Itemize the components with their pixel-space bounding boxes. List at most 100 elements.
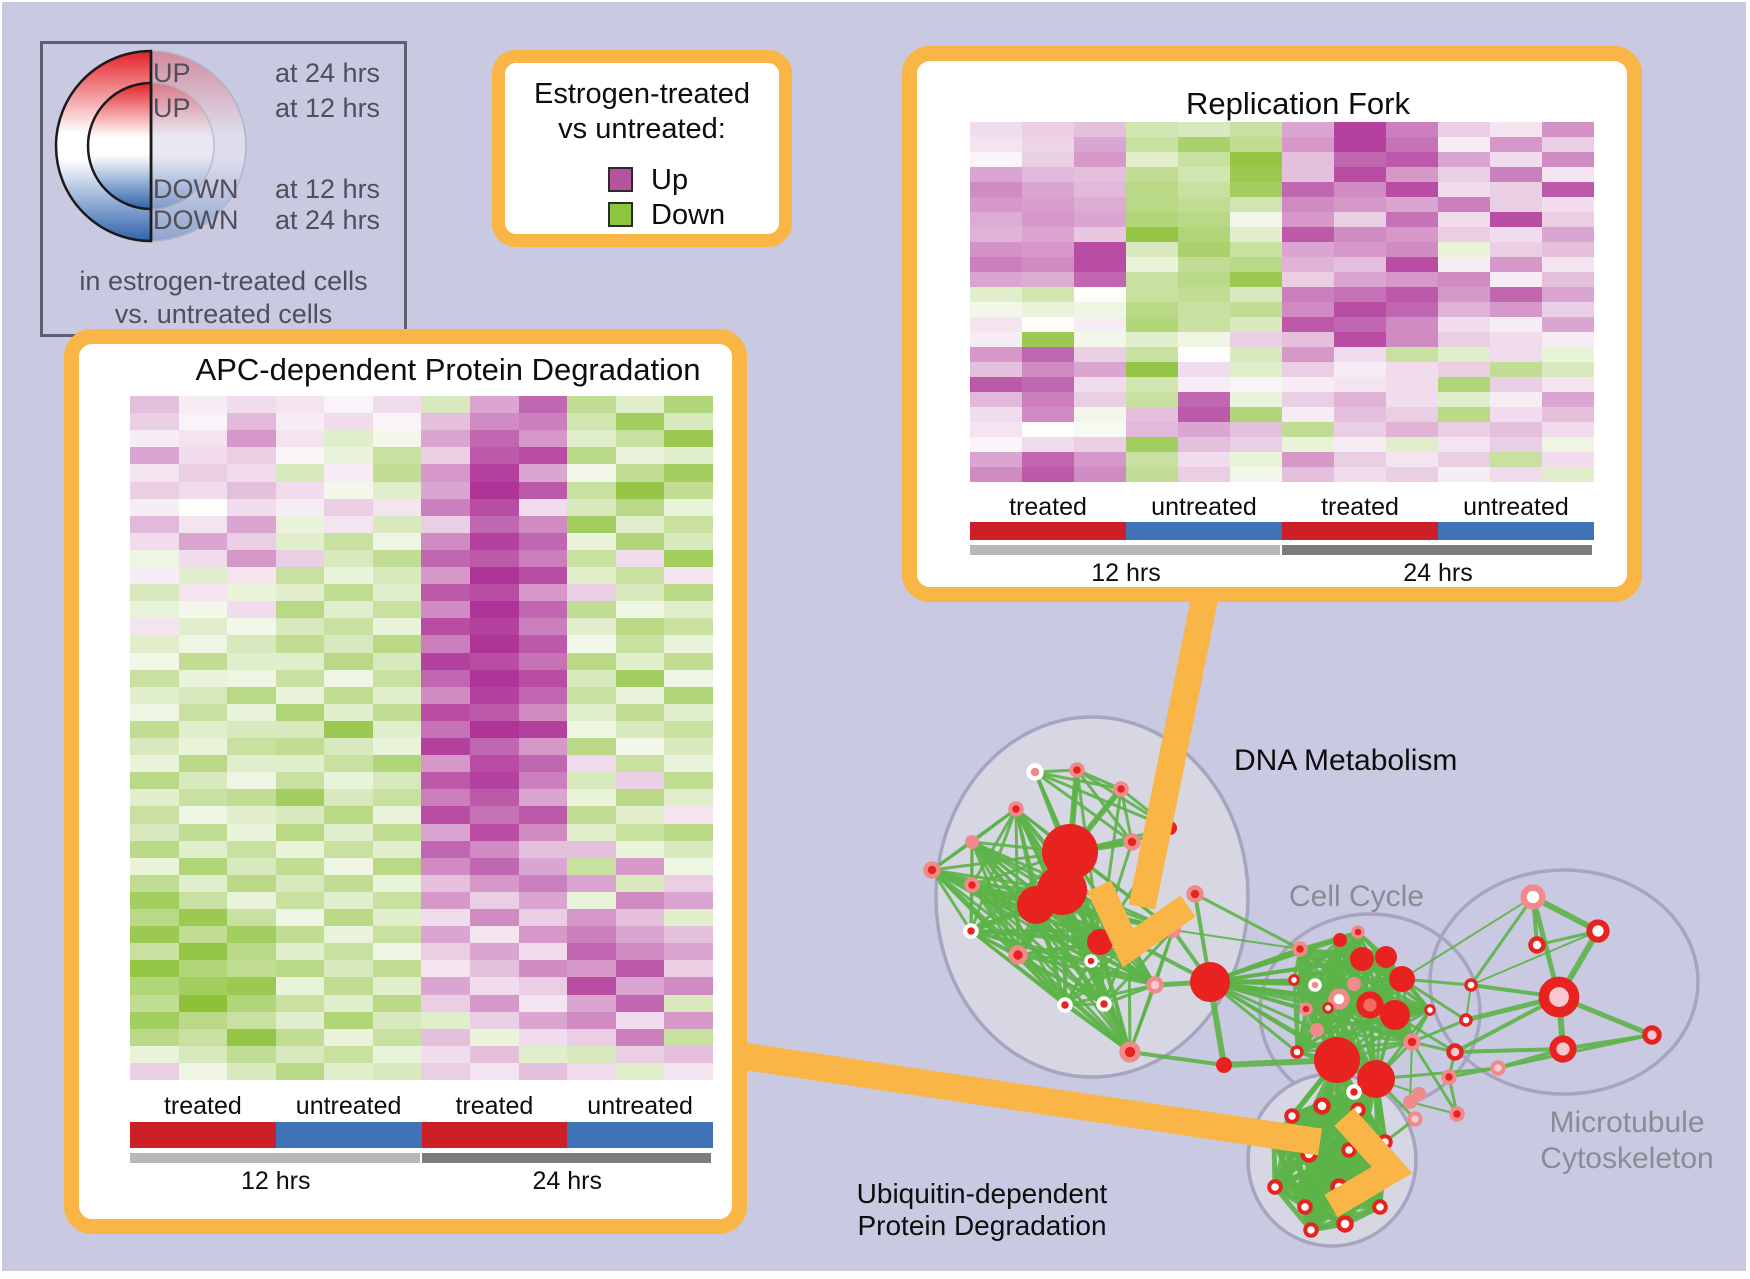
arrow-rf-to-dna-shaft bbox=[1128, 559, 1226, 910]
heatmap-cell bbox=[275, 447, 325, 465]
network-edge bbox=[1064, 1003, 1131, 1054]
heatmap-cell bbox=[1438, 257, 1490, 272]
heatmap-cell bbox=[470, 738, 519, 756]
heatmap-cell bbox=[567, 413, 616, 431]
heatmap-cell bbox=[970, 437, 1022, 452]
heatmap-cell bbox=[1230, 347, 1282, 362]
heatmap-cell bbox=[518, 481, 568, 499]
heatmap-cell bbox=[470, 1062, 519, 1080]
heatmap-cell bbox=[615, 515, 665, 533]
heatmap-cell bbox=[470, 755, 519, 773]
estrogen-legend-box: Estrogen-treated vs untreated: Up Down bbox=[492, 50, 792, 247]
network-node bbox=[1642, 1025, 1662, 1045]
heatmap-cell bbox=[1022, 272, 1074, 287]
heatmap-cell bbox=[615, 720, 665, 738]
heatmap-cell bbox=[664, 1062, 713, 1080]
heatmap-cell bbox=[1230, 287, 1282, 302]
heatmap-cell bbox=[970, 122, 1022, 137]
network-edge bbox=[1470, 930, 1599, 986]
heatmap-cell bbox=[1230, 272, 1282, 287]
heatmap-cell bbox=[1438, 272, 1490, 287]
legend-item-down-label: Down bbox=[651, 199, 726, 231]
heatmap-cell bbox=[1074, 407, 1126, 422]
heatmap-cell bbox=[275, 601, 325, 619]
heatmap-cell bbox=[178, 1062, 228, 1080]
heatmap-cell bbox=[1542, 452, 1594, 467]
heatmap-cell bbox=[130, 891, 179, 909]
legend-item-up: Up bbox=[608, 166, 688, 195]
heatmap-cell bbox=[421, 960, 471, 978]
heatmap-cell bbox=[1438, 197, 1490, 212]
network-edge bbox=[1034, 904, 1132, 1053]
heatmap-cell bbox=[130, 943, 179, 961]
heatmap-cell bbox=[178, 1028, 228, 1046]
heatmap-cell bbox=[324, 413, 373, 431]
heatmap-cell bbox=[1126, 152, 1178, 167]
heatmap-cell bbox=[1230, 437, 1282, 452]
heatmap-cell bbox=[567, 498, 616, 516]
network-edge bbox=[930, 869, 973, 932]
network-node bbox=[1446, 1043, 1464, 1061]
heatmap-cell bbox=[518, 601, 568, 619]
heatmap-cell bbox=[1542, 152, 1594, 167]
heatmap-cell bbox=[567, 1062, 616, 1080]
heatmap-cell bbox=[227, 857, 276, 875]
network-edge bbox=[1410, 1041, 1459, 1115]
heatmap-cell bbox=[1126, 437, 1178, 452]
network-node bbox=[1186, 885, 1204, 903]
heatmap-cell bbox=[1334, 302, 1386, 317]
heatmap-cell bbox=[1334, 452, 1386, 467]
heatmap-cell bbox=[178, 515, 228, 533]
heatmap-cell bbox=[1126, 182, 1178, 197]
heatmap-cell bbox=[970, 452, 1022, 467]
heatmap-cell bbox=[1386, 137, 1438, 152]
heatmap-cell bbox=[1126, 122, 1178, 137]
heatmap-cell bbox=[372, 857, 422, 875]
axis-time-bar bbox=[1282, 545, 1592, 555]
heatmap-cell bbox=[470, 567, 519, 585]
heatmap-cell bbox=[130, 567, 179, 585]
heatmap-cell bbox=[664, 1011, 713, 1029]
heatmap-cell bbox=[1438, 332, 1490, 347]
heatmap-cell bbox=[130, 772, 179, 790]
heatmap-cell bbox=[275, 857, 325, 875]
heatmap-cell bbox=[1542, 332, 1594, 347]
heatmap-cell bbox=[130, 909, 179, 927]
heatmap-cell bbox=[178, 806, 228, 824]
heatmap-cell bbox=[178, 464, 228, 482]
heatmap-cell bbox=[970, 137, 1022, 152]
heatmap-cell bbox=[567, 618, 616, 636]
heatmap-cell bbox=[518, 413, 568, 431]
heatmap-cell bbox=[421, 891, 471, 909]
heatmap-cell bbox=[567, 909, 616, 927]
heatmap-cell bbox=[1490, 392, 1542, 407]
heatmap-cell bbox=[1490, 422, 1542, 437]
heatmap-cell bbox=[421, 857, 471, 875]
heatmap-cell bbox=[1438, 452, 1490, 467]
heatmap-cell bbox=[518, 994, 568, 1012]
heatmap-cell bbox=[324, 601, 373, 619]
heatmap-cell bbox=[324, 1062, 373, 1080]
network-edge bbox=[1172, 929, 1301, 950]
heatmap-cell bbox=[275, 652, 325, 670]
heatmap-cell bbox=[1022, 422, 1074, 437]
heatmap-cell bbox=[1542, 422, 1594, 437]
heatmap-cell bbox=[372, 481, 422, 499]
replication-fork-panel: Replication Fork treated untreated treated… bbox=[902, 46, 1642, 602]
heatmap-cell bbox=[615, 772, 665, 790]
heatmap-cell bbox=[421, 669, 471, 687]
heatmap-cell bbox=[1022, 392, 1074, 407]
heatmap-cell bbox=[567, 703, 616, 721]
heatmap-cell bbox=[1386, 347, 1438, 362]
heatmap-cell bbox=[130, 464, 179, 482]
heatmap-cell bbox=[1282, 152, 1334, 167]
heatmap-cell bbox=[130, 926, 179, 944]
network-edge bbox=[1469, 896, 1535, 986]
network-node bbox=[1313, 1097, 1331, 1115]
heatmap-cell bbox=[275, 720, 325, 738]
key-row: DOWN at 12 hrs bbox=[43, 174, 404, 204]
heatmap-cell bbox=[518, 635, 568, 653]
heatmap-cell bbox=[1126, 332, 1178, 347]
heatmap-cell bbox=[1126, 227, 1178, 242]
